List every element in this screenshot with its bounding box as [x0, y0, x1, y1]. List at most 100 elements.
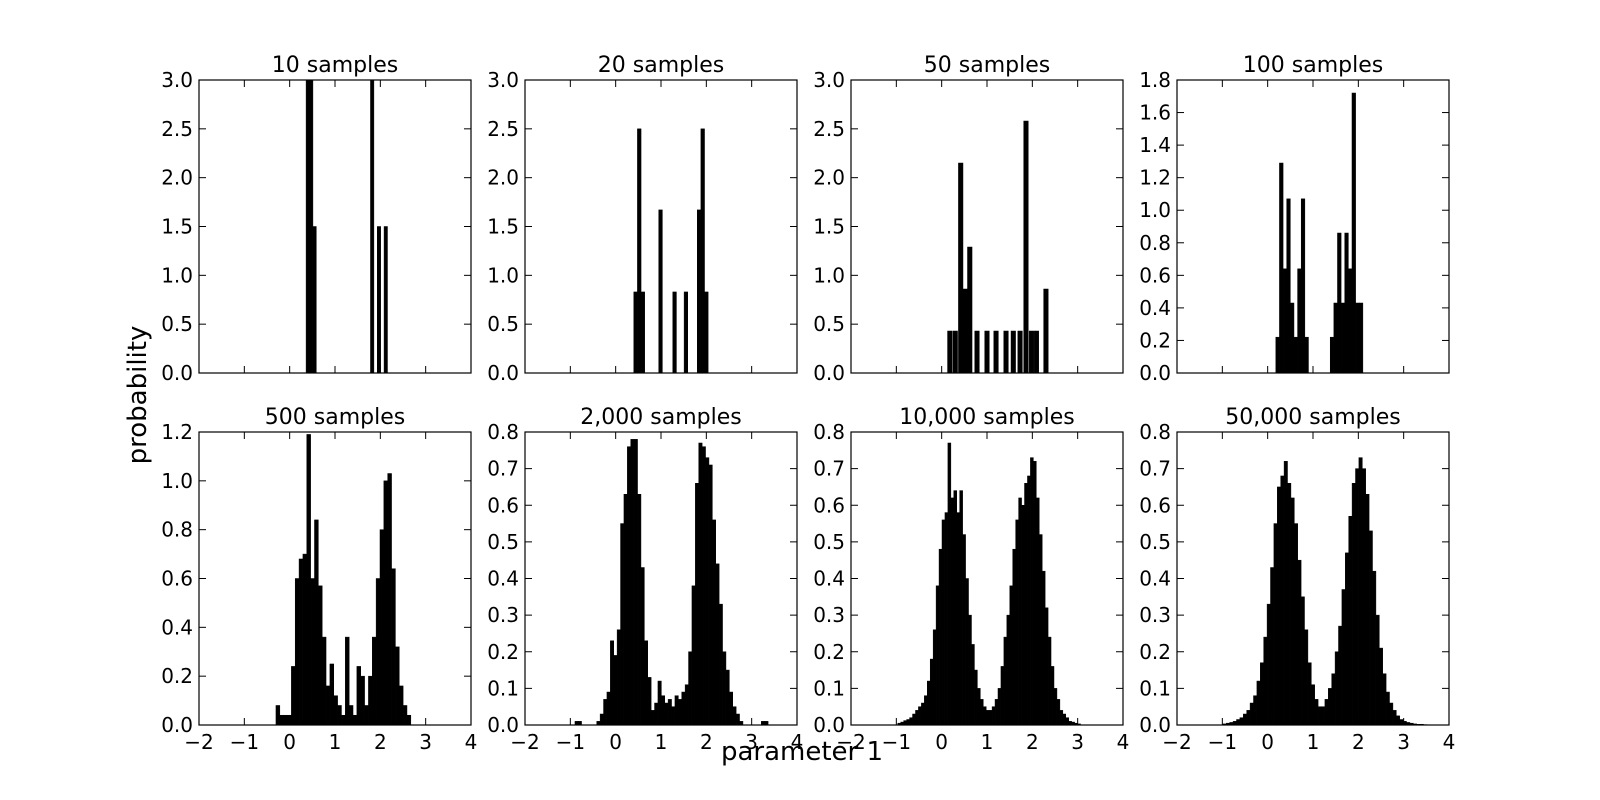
histogram-bar — [1043, 288, 1049, 374]
histogram-bar — [993, 330, 999, 374]
histogram-bar — [983, 706, 987, 726]
histogram-bar — [279, 714, 284, 726]
histogram-bar — [306, 434, 311, 726]
histogram-bar — [988, 710, 993, 726]
histogram-bar — [1348, 268, 1353, 374]
histogram-bar — [1307, 662, 1312, 726]
histogram-bar — [935, 585, 940, 726]
histogram-bar — [698, 442, 703, 726]
histogram-bar — [1239, 717, 1244, 726]
histogram-bar — [1355, 468, 1360, 726]
histogram-bar — [309, 79, 314, 374]
x-tick-label: 4 — [791, 730, 804, 754]
x-tick-label: −1 — [882, 730, 911, 754]
x-tick-label: −1 — [230, 730, 259, 754]
histogram-bar — [1062, 713, 1067, 726]
histogram-bar — [1324, 699, 1329, 726]
histogram-panel: 2,000 samples 0.0 0.1 0.2 0.3 0.4 0.5 0.6 0.7 0.8… — [487, 405, 803, 754]
histogram-bar — [681, 691, 686, 726]
histogram-bar — [1059, 710, 1064, 726]
x-tick-label: −2 — [510, 730, 539, 754]
histogram-bar — [391, 568, 396, 726]
histogram-bar — [1389, 702, 1394, 726]
histogram-bar — [1033, 461, 1037, 726]
histogram-bar — [1041, 570, 1046, 726]
x-tick-label: 0 — [1261, 730, 1274, 754]
histogram-bar — [1358, 302, 1364, 374]
histogram-bar — [701, 446, 706, 726]
histogram-bar — [1283, 461, 1288, 726]
histogram-bar — [691, 585, 696, 726]
y-tick-label: 3.0 — [487, 68, 519, 92]
y-tick-label: 2.5 — [487, 117, 519, 141]
histogram-bar — [956, 512, 960, 726]
histogram-bar — [654, 702, 659, 726]
histogram-bar — [310, 578, 315, 726]
histogram-bar — [610, 640, 614, 726]
histogram-bar — [672, 291, 677, 374]
histogram-bar — [947, 442, 952, 726]
histogram-bar — [1003, 330, 1009, 374]
y-tick-label: 0.5 — [161, 312, 193, 336]
y-tick-label: 0.8 — [1139, 231, 1171, 255]
histogram-panel: 500 samples 0.0 0.2 0.4 0.6 0.8 1.0 1.2 −2 −1 0 1 2 3… — [161, 405, 477, 754]
histogram-bar — [620, 523, 625, 726]
histogram-bar — [968, 614, 972, 726]
y-tick-label: 2.5 — [161, 117, 193, 141]
y-tick-label: 1.8 — [1139, 68, 1171, 92]
histogram-bar — [947, 330, 953, 374]
histogram-bar — [650, 710, 655, 726]
histogram-bar — [305, 79, 310, 374]
histogram-bar — [387, 473, 392, 726]
y-tick-label: 0.3 — [487, 603, 519, 627]
histogram-bar — [1286, 198, 1291, 374]
histogram-bar — [927, 680, 931, 726]
y-tick-label: 1.4 — [1139, 133, 1171, 157]
histogram-bar — [599, 713, 604, 726]
histogram-bar — [314, 519, 319, 726]
histogram-bar — [712, 519, 716, 726]
x-tick-label: −2 — [836, 730, 865, 754]
histogram-bar — [1009, 585, 1013, 726]
histogram-bar — [383, 226, 388, 374]
histogram-bar — [372, 636, 377, 726]
histogram-bar — [345, 636, 350, 726]
histogram-bar — [1012, 548, 1016, 726]
y-tick-label: 1.6 — [1139, 101, 1171, 125]
y-tick-label: 0.8 — [161, 518, 193, 542]
y-tick-label: 0.6 — [487, 493, 519, 517]
histogram-bar — [1317, 706, 1322, 726]
histogram-bar — [1047, 636, 1052, 726]
histogram-bar — [1018, 497, 1022, 726]
histogram-bar — [1050, 666, 1055, 726]
y-tick-label: 0.6 — [1139, 263, 1171, 287]
histogram-bar — [1345, 552, 1349, 726]
x-tick-label: −1 — [556, 730, 585, 754]
histogram-bar — [722, 651, 727, 726]
histogram-bar — [1379, 647, 1383, 726]
y-tick-label: 0.0 — [1139, 713, 1171, 737]
y-tick-label: 0.4 — [1139, 567, 1171, 591]
histogram-bar — [352, 714, 358, 726]
y-tick-label: 0.8 — [487, 420, 519, 444]
histogram-bar — [623, 494, 628, 726]
histogram-bar — [294, 578, 300, 726]
histogram-bar — [1329, 336, 1335, 374]
histogram-bar — [1000, 666, 1005, 726]
histogram-bar — [1065, 717, 1069, 726]
histogram-panel: 10,000 samples 0.0 0.1 0.2 0.3 0.4 0.5 0.6 0.7 0.… — [813, 405, 1129, 754]
histogram-bar — [1006, 614, 1011, 726]
histogram-bar — [971, 644, 975, 726]
y-tick-label: 1.2 — [1139, 166, 1171, 190]
histogram-bar — [1277, 486, 1281, 726]
x-tick-label: 1 — [981, 730, 994, 754]
histogram-bar — [994, 699, 999, 726]
y-tick-label: 0.7 — [487, 457, 519, 481]
histogram-bar — [379, 529, 385, 726]
histogram-bar — [337, 705, 342, 726]
panel-title: 20 samples — [598, 53, 724, 78]
histogram-bar — [395, 646, 400, 726]
histogram-bar — [1351, 92, 1356, 374]
